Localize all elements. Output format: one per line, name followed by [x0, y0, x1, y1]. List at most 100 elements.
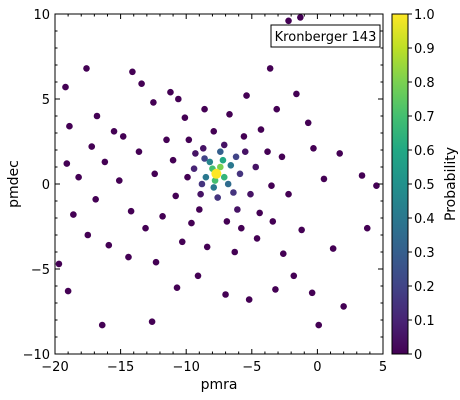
data-point — [220, 141, 228, 149]
data-point — [181, 114, 189, 121]
x-axis-label: pmra — [201, 377, 238, 393]
data-point — [373, 182, 380, 189]
data-point — [206, 158, 214, 166]
data-point — [293, 90, 300, 98]
data-point — [198, 180, 206, 188]
x-tick-label: −20 — [41, 360, 68, 375]
colorbar-tick-label: 1.0 — [414, 8, 435, 23]
data-point — [320, 175, 328, 183]
data-point — [92, 196, 99, 203]
data-point — [196, 206, 203, 213]
colorbar-gradient — [391, 13, 409, 355]
x-tick-label: −15 — [107, 360, 134, 375]
data-point — [201, 105, 208, 113]
colorbar-tick-label: 0 — [414, 348, 422, 363]
data-point — [247, 190, 254, 198]
data-point — [358, 172, 366, 179]
data-point — [190, 165, 198, 172]
data-point — [163, 136, 170, 144]
data-point — [203, 243, 211, 251]
data-point — [278, 153, 286, 161]
data-point — [167, 88, 174, 96]
data-point — [297, 14, 304, 21]
data-point — [223, 218, 231, 225]
data-point — [220, 173, 228, 181]
data-point — [64, 287, 72, 295]
data-point — [152, 258, 160, 266]
data-point — [238, 224, 245, 232]
data-point — [172, 192, 180, 200]
data-point — [75, 173, 82, 181]
data-point — [243, 92, 250, 99]
data-point — [188, 219, 195, 227]
y-tick-label: 5 — [42, 93, 50, 108]
colorbar-tick-label: 0.6 — [414, 144, 435, 159]
data-point — [231, 248, 239, 256]
data-point — [194, 272, 202, 280]
data-point — [101, 158, 109, 166]
y-tick-label: −5 — [31, 263, 50, 278]
data-point — [66, 122, 73, 130]
data-point — [269, 218, 277, 225]
data-point — [224, 180, 232, 188]
data-point — [279, 250, 287, 257]
data-point — [256, 209, 263, 217]
data-points — [55, 14, 380, 329]
x-tick-label: 0 — [313, 360, 321, 375]
data-point — [211, 177, 219, 184]
data-point — [230, 189, 237, 196]
data-point — [202, 173, 210, 181]
cluster-center — [211, 168, 222, 179]
y-tick-label: −10 — [23, 348, 50, 363]
x-tick-label: −5 — [242, 360, 261, 375]
data-point — [199, 145, 207, 152]
data-point — [315, 321, 323, 329]
data-point — [217, 163, 224, 171]
data-point — [329, 245, 337, 252]
data-point — [184, 173, 191, 181]
data-point — [219, 156, 227, 164]
data-point — [192, 150, 199, 157]
data-point — [272, 286, 279, 293]
data-point — [151, 170, 159, 178]
data-point — [285, 17, 292, 25]
data-point — [142, 224, 149, 232]
data-point — [264, 148, 271, 155]
colorbar-tick-label: 0.9 — [414, 42, 435, 57]
y-axis-ticks: −10 −5 0 5 10 — [23, 8, 383, 363]
data-point — [245, 296, 253, 303]
legend: Kronberger 143 — [270, 24, 381, 48]
data-point — [173, 284, 181, 292]
data-point — [197, 190, 204, 198]
cluster-center-point — [211, 168, 222, 179]
data-point — [159, 213, 166, 220]
plot-frame — [54, 13, 384, 355]
data-point — [83, 65, 90, 72]
legend-label: Kronberger 143 — [275, 30, 377, 45]
legend-box — [270, 24, 381, 48]
data-point — [308, 289, 316, 297]
colorbar-tick-label: 0.4 — [414, 212, 435, 227]
data-point — [129, 68, 136, 76]
data-point — [253, 235, 261, 242]
data-point — [236, 170, 244, 178]
data-point — [150, 99, 157, 106]
data-point — [178, 238, 186, 246]
data-point — [290, 272, 298, 280]
data-point — [226, 111, 233, 118]
data-point — [55, 260, 63, 268]
data-point — [110, 128, 118, 135]
data-point — [115, 177, 123, 184]
data-point — [84, 231, 92, 239]
data-point — [336, 150, 344, 157]
data-point — [340, 303, 347, 310]
data-point — [88, 143, 96, 150]
data-point — [241, 148, 249, 155]
data-point — [201, 155, 208, 162]
y-tick-label: 0 — [42, 178, 50, 193]
data-point — [119, 133, 127, 140]
data-point — [105, 241, 113, 249]
data-point — [227, 162, 235, 169]
data-point — [127, 207, 135, 215]
